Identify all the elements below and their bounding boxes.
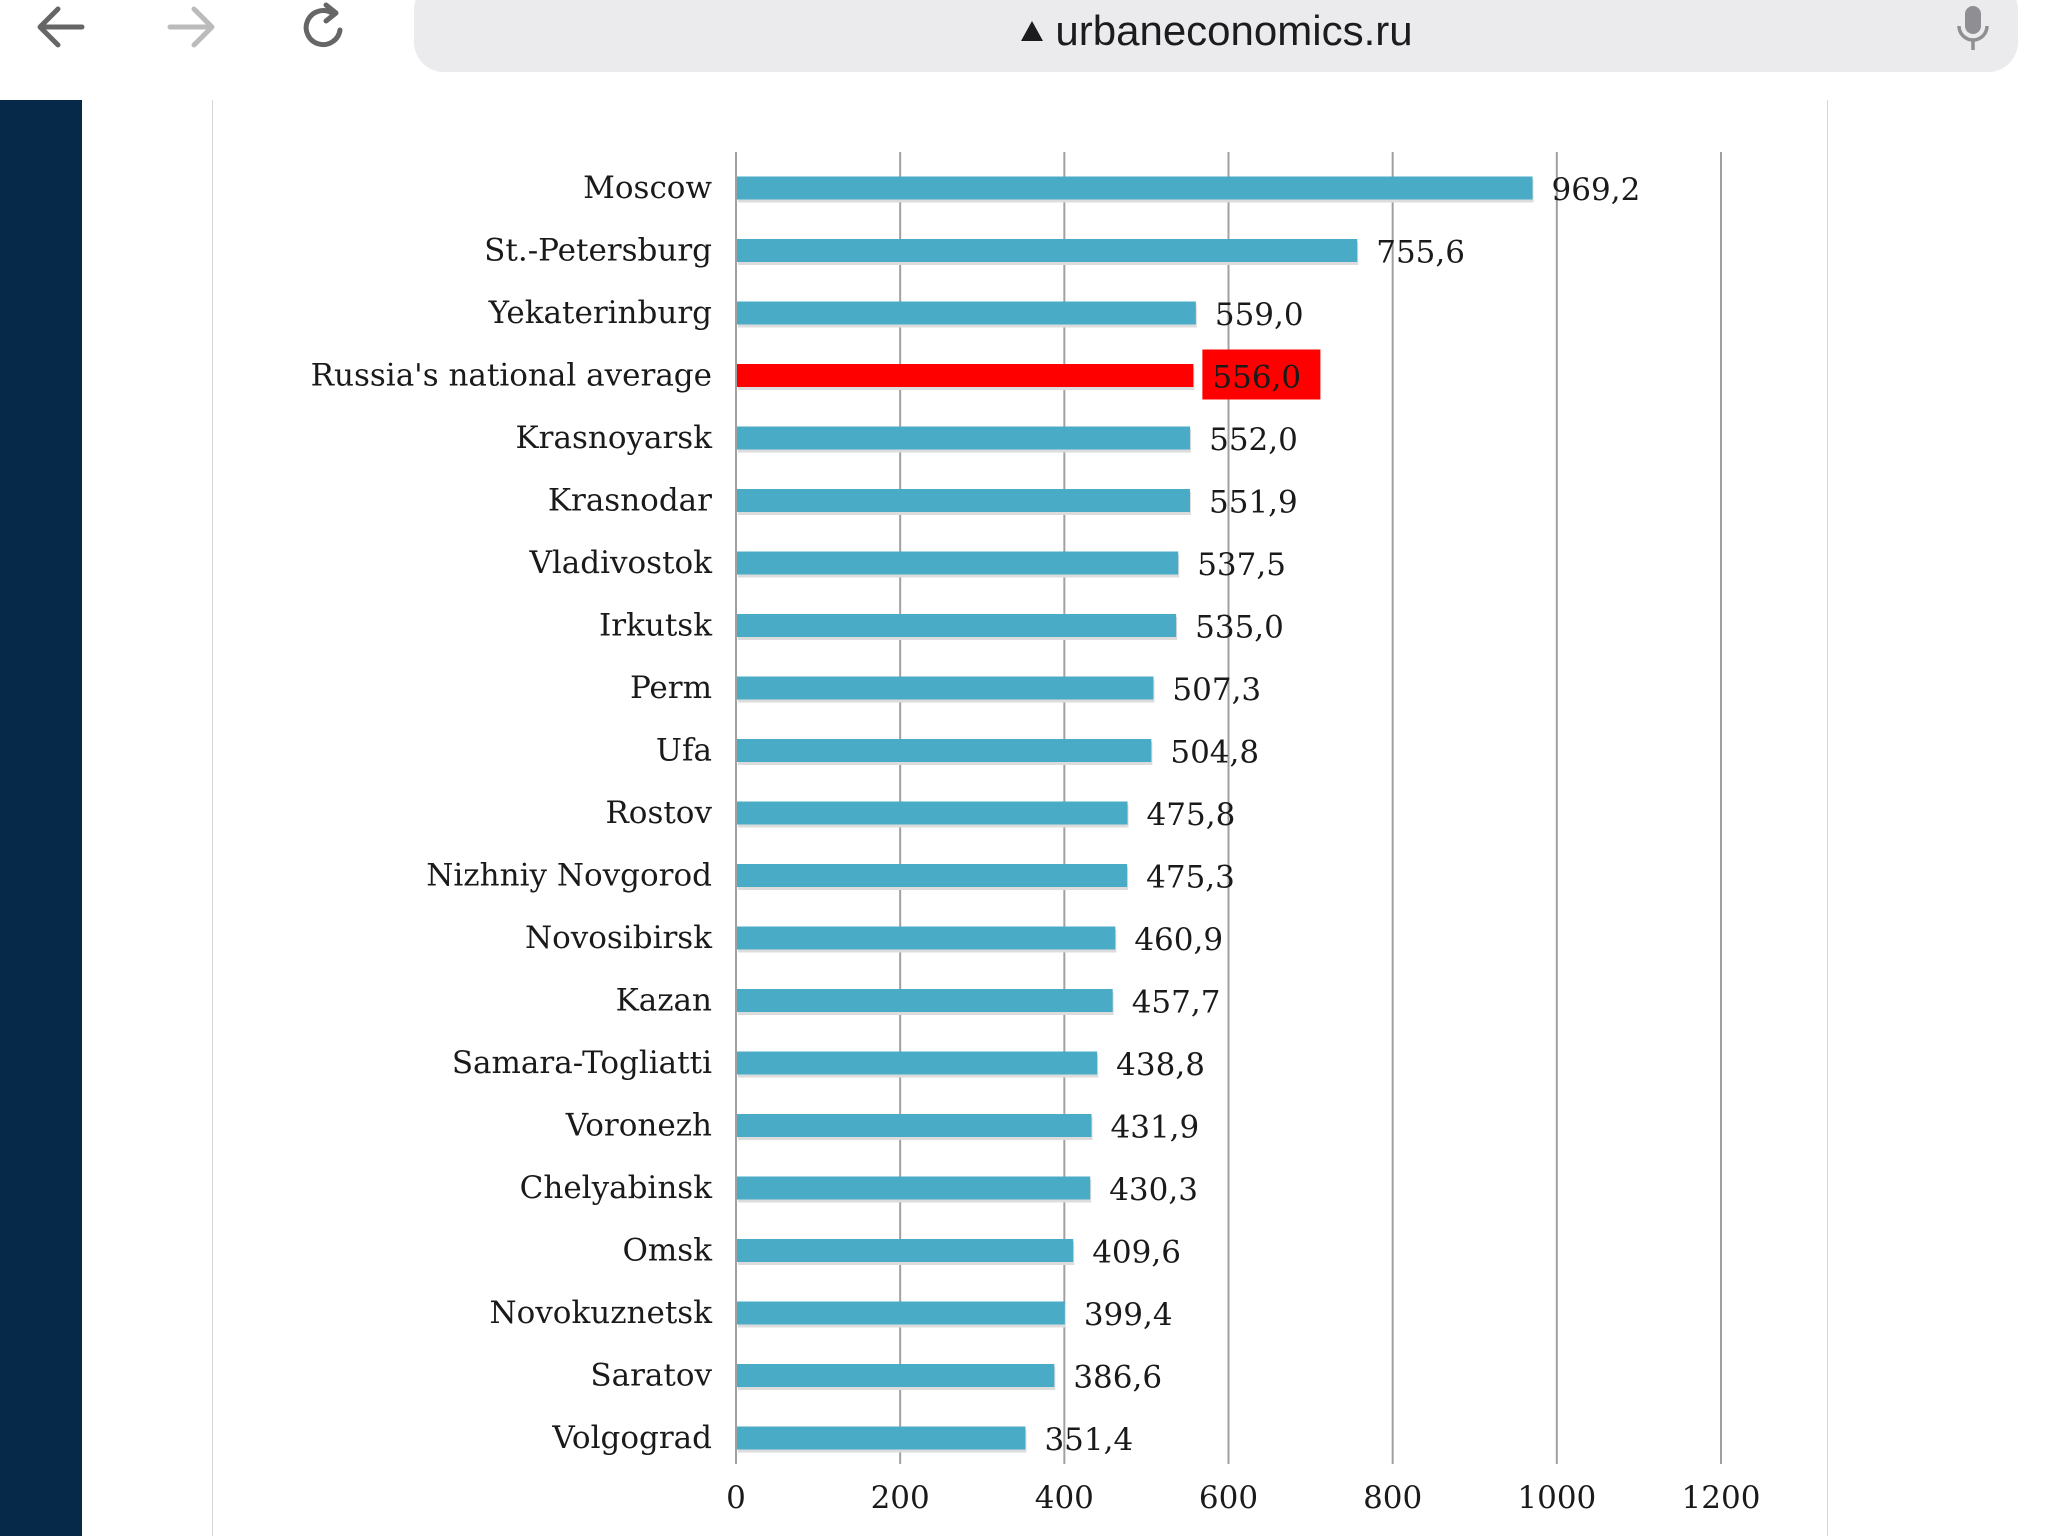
category-label: Novosibirsk	[525, 920, 712, 956]
back-button[interactable]	[20, 0, 100, 56]
category-label: Krasnodar	[548, 483, 712, 519]
value-label: 409,6	[1092, 1235, 1181, 1271]
category-label: Nizhniy Novgorod	[426, 858, 712, 894]
value-label: 430,3	[1109, 1172, 1198, 1208]
x-tick-label: 400	[1035, 1480, 1094, 1516]
lock-triangle-icon	[1021, 21, 1044, 41]
x-tick-label: 1200	[1682, 1480, 1761, 1516]
category-label: Ufa	[656, 733, 712, 769]
bar	[737, 864, 1128, 887]
bar	[737, 1176, 1091, 1200]
bar	[737, 1051, 1098, 1075]
category-label: Krasnoyarsk	[515, 420, 712, 456]
bar	[737, 926, 1116, 950]
bar	[737, 489, 1191, 512]
category-label: Voronezh	[565, 1108, 712, 1144]
value-label: 457,7	[1132, 985, 1221, 1021]
bar	[737, 239, 1358, 262]
category-label: Irkutsk	[599, 608, 712, 644]
bar	[737, 1426, 1026, 1450]
value-label: 475,8	[1147, 797, 1236, 833]
reload-icon	[303, 2, 343, 48]
bar-chart: Moscow 969,2 St.-Petersburg 755,6 Yekaterinb…	[311, 152, 1761, 1516]
value-label: 551,9	[1209, 485, 1298, 521]
microphone-icon[interactable]	[1956, 4, 1990, 54]
value-label: 556,0	[1212, 360, 1301, 396]
url-text: urbaneconomics.ru	[1055, 7, 1413, 54]
reload-button[interactable]	[284, 0, 364, 56]
bar	[737, 364, 1194, 387]
x-tick-label: 200	[871, 1480, 930, 1516]
back-arrow-icon	[37, 6, 85, 48]
value-label: 507,3	[1172, 672, 1261, 708]
bar	[737, 551, 1179, 575]
page-content: Moscow 969,2 St.-Petersburg 755,6 Yekaterinb…	[82, 100, 2048, 1536]
bar	[737, 614, 1177, 637]
value-label: 552,0	[1209, 422, 1298, 458]
category-label: Omsk	[622, 1233, 712, 1269]
value-label: 386,6	[1073, 1360, 1162, 1396]
category-label: Moscow	[583, 170, 712, 206]
x-tick-label: 600	[1199, 1480, 1258, 1516]
bar	[737, 1239, 1074, 1262]
bar	[737, 739, 1152, 762]
browser-toolbar: urbaneconomics.ru	[0, 0, 2048, 101]
category-label: Vladivostok	[528, 545, 712, 581]
bar	[737, 176, 1533, 200]
category-label: Perm	[630, 670, 712, 706]
category-label: Rostov	[605, 795, 712, 831]
value-label: 559,0	[1215, 297, 1304, 333]
category-label: Saratov	[590, 1358, 712, 1394]
value-label: 460,9	[1134, 922, 1223, 958]
x-tick-label: 0	[726, 1480, 746, 1516]
bar	[737, 301, 1196, 325]
bar	[737, 989, 1113, 1012]
category-label: St.-Petersburg	[484, 233, 712, 269]
forward-arrow-icon	[167, 6, 215, 48]
value-label: 535,0	[1195, 610, 1284, 646]
x-tick-label: 1000	[1517, 1480, 1596, 1516]
value-label: 537,5	[1197, 547, 1286, 583]
category-label: Volgograd	[551, 1420, 712, 1456]
value-label-highlight	[1202, 349, 1321, 400]
value-label: 755,6	[1376, 235, 1465, 271]
x-tick-label: 800	[1363, 1480, 1422, 1516]
address-bar[interactable]: urbaneconomics.ru	[414, 0, 2018, 72]
chart-panel: Moscow 969,2 St.-Petersburg 755,6 Yekaterinb…	[212, 100, 1828, 1536]
value-label: 351,4	[1044, 1422, 1133, 1458]
bar	[737, 676, 1154, 700]
bar	[737, 426, 1191, 450]
category-label: Novokuznetsk	[489, 1295, 712, 1331]
category-label: Russia's national average	[311, 358, 712, 394]
bar	[737, 1301, 1065, 1325]
category-label: Chelyabinsk	[520, 1170, 713, 1206]
value-label: 438,8	[1116, 1047, 1205, 1083]
category-label: Kazan	[616, 983, 712, 1019]
bar	[737, 801, 1128, 825]
value-label: 475,3	[1146, 860, 1235, 896]
value-label: 969,2	[1552, 172, 1641, 208]
bar	[737, 1364, 1055, 1387]
category-label: Yekaterinburg	[488, 295, 712, 331]
category-label: Samara-Togliatti	[452, 1045, 712, 1081]
value-label: 399,4	[1084, 1297, 1173, 1333]
value-label: 504,8	[1170, 735, 1259, 771]
page-left-strip	[0, 100, 82, 1536]
bar	[737, 1114, 1092, 1137]
value-label: 431,9	[1111, 1110, 1200, 1146]
forward-button[interactable]	[152, 0, 232, 56]
